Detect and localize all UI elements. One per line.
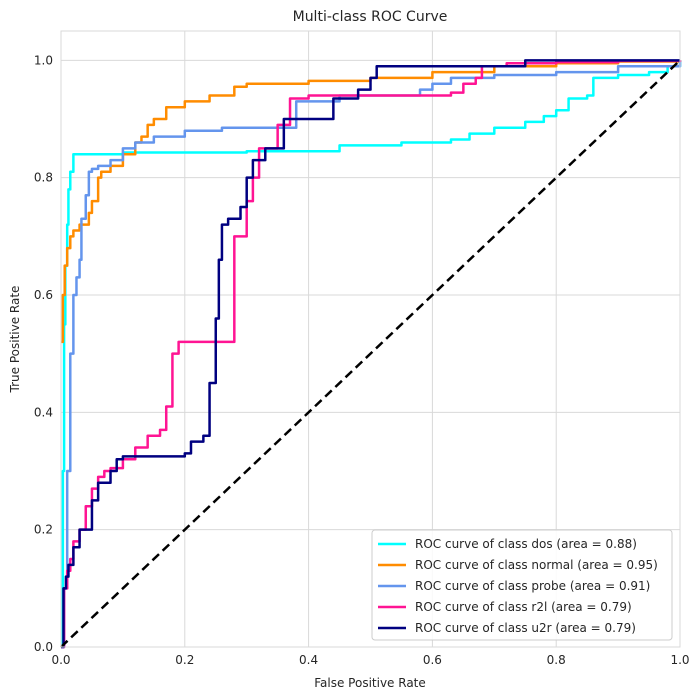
y-axis-label: True Positive Rate	[8, 286, 22, 394]
plot-frame	[60, 30, 681, 648]
x-tick-label: 0.8	[547, 653, 566, 667]
x-tick-label: 0.2	[175, 653, 194, 667]
chart-title: Multi-class ROC Curve	[293, 9, 448, 25]
ticks: 0.0 0.2 0.4 0.6 0.8 1.0 0.0 0.2 0.4 0.6 0.8 1.0	[34, 53, 690, 667]
roc-series-line-0	[61, 60, 682, 649]
y-tick-label: 0.0	[34, 640, 53, 654]
y-tick-label: 0.4	[34, 405, 53, 419]
x-tick-label: 0.6	[423, 653, 442, 667]
x-tick-label: 0.0	[51, 653, 70, 667]
legend-label: ROC curve of class probe (area = 0.91)	[415, 579, 650, 593]
roc-series-line-2	[61, 60, 682, 649]
legend-label: ROC curve of class dos (area = 0.88)	[415, 537, 637, 551]
x-tick-label: 1.0	[670, 653, 689, 667]
x-axis-label: False Positive Rate	[314, 676, 426, 690]
series-group	[60, 59, 682, 649]
grid	[60, 31, 681, 648]
x-tick-label: 0.4	[299, 653, 318, 667]
legend-label: ROC curve of class r2l (area = 0.79)	[415, 600, 632, 614]
y-tick-label: 0.8	[34, 171, 53, 185]
legend-label: ROC curve of class u2r (area = 0.79)	[415, 621, 636, 635]
diagonal-reference-line	[60, 59, 681, 648]
y-tick-label: 0.2	[34, 523, 53, 537]
legend-label: ROC curve of class normal (area = 0.95)	[415, 558, 658, 572]
y-tick-label: 0.6	[34, 288, 53, 302]
roc-series-line-4	[61, 59, 680, 649]
y-tick-label: 1.0	[34, 53, 53, 67]
legend: ROC curve of class dos (area = 0.88) ROC …	[371, 529, 673, 641]
legend-box	[371, 529, 673, 641]
roc-series-line-1	[61, 60, 682, 344]
